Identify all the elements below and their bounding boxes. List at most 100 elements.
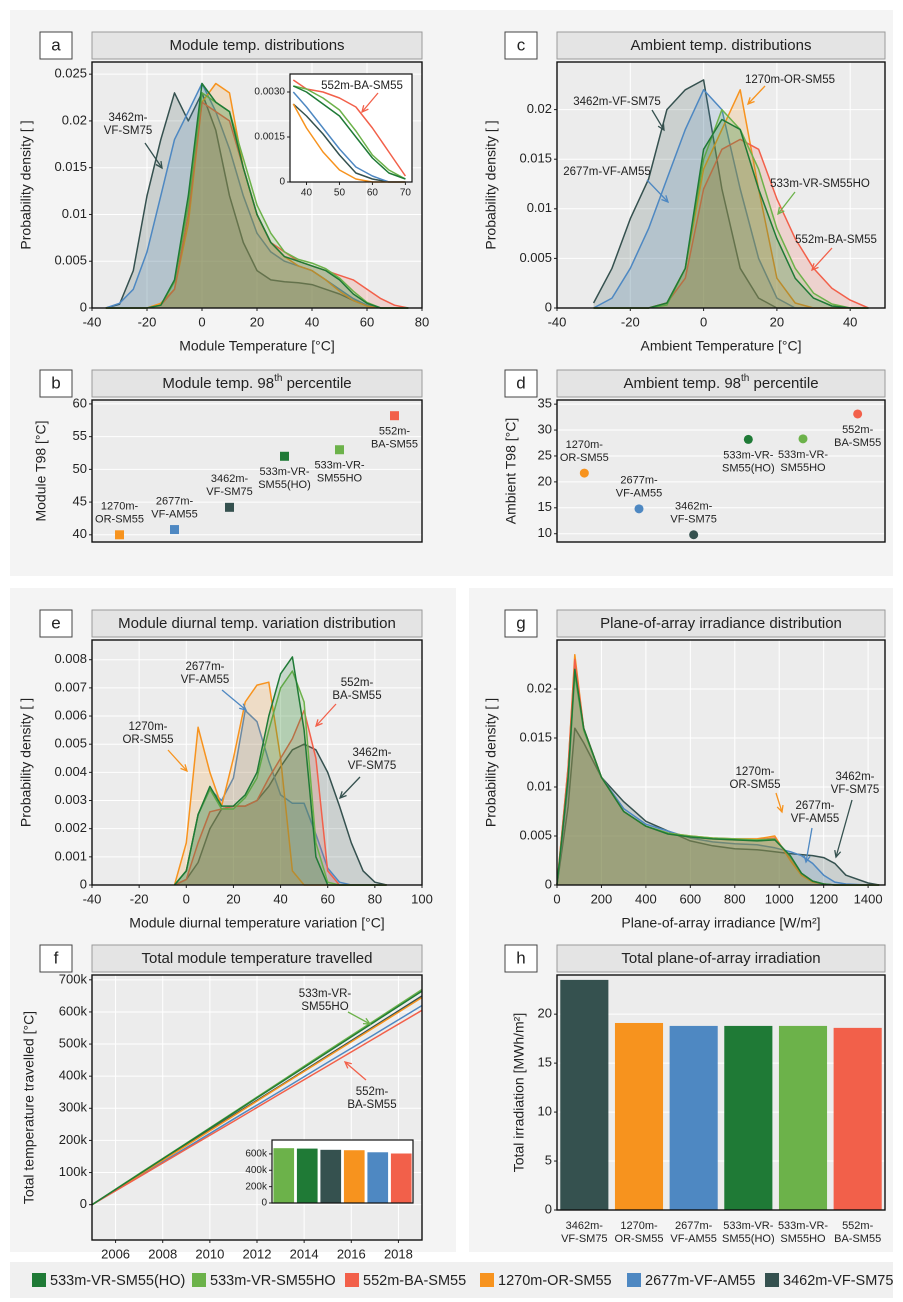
plot-area bbox=[557, 640, 885, 885]
y-tick-label: 300k bbox=[59, 1100, 88, 1115]
x-tick-label: -20 bbox=[138, 314, 157, 329]
annotation-arrow bbox=[144, 142, 163, 169]
density-area bbox=[557, 664, 880, 885]
annotation-arrowhead bbox=[657, 122, 665, 132]
point bbox=[390, 411, 399, 421]
density-area bbox=[105, 83, 409, 308]
point-label: 533m-VR- bbox=[314, 460, 364, 472]
bar bbox=[724, 1025, 773, 1210]
chart-title: Module diurnal temp. variation distribut… bbox=[118, 615, 396, 632]
bar bbox=[560, 979, 609, 1210]
legend-label: 533m-VR-SM55HO bbox=[210, 1273, 336, 1289]
annotation-arrowhead bbox=[777, 207, 785, 216]
point-label: 533m-VR- bbox=[259, 466, 309, 478]
annotation: 552m- bbox=[356, 1086, 389, 1098]
y-tick-label: 0.005 bbox=[54, 736, 87, 751]
density-area bbox=[593, 139, 869, 308]
y-tick-label: 20 bbox=[538, 1006, 552, 1021]
y-tick-label: 0 bbox=[261, 1198, 267, 1209]
x-tick-label: 200 bbox=[591, 891, 613, 906]
annotation: OR-SM55 bbox=[729, 779, 780, 791]
annotation: VF-AM55 bbox=[791, 813, 840, 825]
y-tick-label: 600k bbox=[59, 1003, 88, 1018]
annotation: 1270m- bbox=[129, 721, 168, 733]
y-axis-label: Probability density [ ] bbox=[483, 120, 499, 249]
y-axis-label: Probability density [ ] bbox=[18, 120, 34, 249]
annotation: VF-SM75 bbox=[831, 784, 880, 796]
point bbox=[225, 502, 234, 512]
title-box bbox=[556, 944, 886, 973]
x-tick-label: 40 bbox=[305, 314, 319, 329]
point-label: 3462m- bbox=[675, 501, 713, 513]
panel-letter-box bbox=[39, 944, 73, 973]
bar bbox=[296, 1148, 318, 1203]
y-tick-label: 0.0030 bbox=[254, 87, 285, 98]
x-tick-label: 40 bbox=[843, 314, 857, 329]
x-tick-label: VF-AM55 bbox=[670, 1233, 716, 1245]
y-tick-label: 50 bbox=[73, 461, 87, 476]
x-tick-label: 60 bbox=[360, 314, 374, 329]
panel-letter-box bbox=[39, 369, 73, 398]
title-part: percentile bbox=[749, 375, 818, 392]
y-tick-label: 0 bbox=[545, 876, 552, 891]
plot-area bbox=[92, 640, 422, 885]
x-tick-label: VF-SM75 bbox=[561, 1233, 607, 1245]
density-line bbox=[556, 727, 880, 886]
point-label: 533m-VR- bbox=[723, 449, 773, 461]
bar bbox=[669, 1025, 718, 1210]
density-area bbox=[593, 79, 869, 309]
x-tick-label: 1270m- bbox=[620, 1220, 658, 1232]
annotation: 533m-VR-SM55HO bbox=[770, 178, 870, 190]
annotation-arrowhead bbox=[239, 703, 248, 711]
legend-swatch bbox=[192, 1273, 206, 1287]
annotation-arrow bbox=[315, 703, 337, 727]
x-tick-label: 1400 bbox=[854, 891, 883, 906]
y-axis-label: Probability density [ ] bbox=[483, 698, 499, 827]
y-axis-label: Probability density [ ] bbox=[18, 698, 34, 827]
annotation: 1270m-OR-SM55 bbox=[745, 74, 835, 86]
point-label: VF-SM75 bbox=[670, 514, 716, 526]
y-tick-label: 0.001 bbox=[54, 848, 87, 863]
annotation: 533m-VR- bbox=[299, 988, 352, 1000]
y-tick-label: 200k bbox=[59, 1132, 88, 1147]
x-tick-label: 2018 bbox=[384, 1246, 413, 1261]
x-tick-label: 533m-VR- bbox=[778, 1220, 828, 1232]
annotation: 552m-BA-SM55 bbox=[795, 234, 877, 246]
annotation-arrow bbox=[339, 776, 361, 799]
y-tick-label: 0 bbox=[80, 876, 87, 891]
y-tick-label: 0.0015 bbox=[254, 132, 285, 143]
y-tick-label: 5 bbox=[545, 1152, 552, 1167]
point-label: 2677m- bbox=[156, 495, 194, 507]
density-area bbox=[557, 654, 880, 885]
panel-letter: f bbox=[54, 948, 59, 967]
legend-label: 2677m-VF-AM55 bbox=[645, 1273, 755, 1289]
series-line bbox=[292, 91, 406, 183]
annotation: BA-SM55 bbox=[332, 690, 381, 702]
plot-frame bbox=[556, 639, 886, 886]
annotation: BA-SM55 bbox=[347, 1099, 396, 1111]
point bbox=[280, 451, 289, 461]
density-line bbox=[105, 82, 409, 309]
panel-letter-box bbox=[504, 609, 538, 638]
panel-letter-box bbox=[504, 944, 538, 973]
title-part: percentile bbox=[282, 375, 351, 392]
y-tick-label: 25 bbox=[538, 447, 552, 462]
legend-label: 1270m-OR-SM55 bbox=[498, 1273, 612, 1289]
legend-label: 552m-BA-SM55 bbox=[363, 1273, 466, 1289]
plot-frame bbox=[91, 399, 423, 543]
point-label: 533m-VR- bbox=[778, 449, 828, 461]
y-tick-label: 45 bbox=[73, 494, 87, 509]
y-tick-label: 0.015 bbox=[519, 151, 552, 166]
point bbox=[689, 530, 699, 540]
x-tick-label: 40 bbox=[273, 891, 287, 906]
bar bbox=[614, 1022, 664, 1210]
y-tick-label: 55 bbox=[73, 428, 87, 443]
annotation-arrow bbox=[361, 92, 379, 113]
point-label: SM55HO bbox=[317, 473, 363, 485]
legend-swatch bbox=[627, 1273, 641, 1287]
title-part: th bbox=[274, 373, 282, 384]
annotation-arrowhead bbox=[180, 764, 189, 773]
plot-frame bbox=[556, 399, 886, 543]
x-axis-label: Plane-of-array irradiance [W/m²] bbox=[621, 915, 820, 931]
y-tick-label: 0.005 bbox=[519, 827, 552, 842]
